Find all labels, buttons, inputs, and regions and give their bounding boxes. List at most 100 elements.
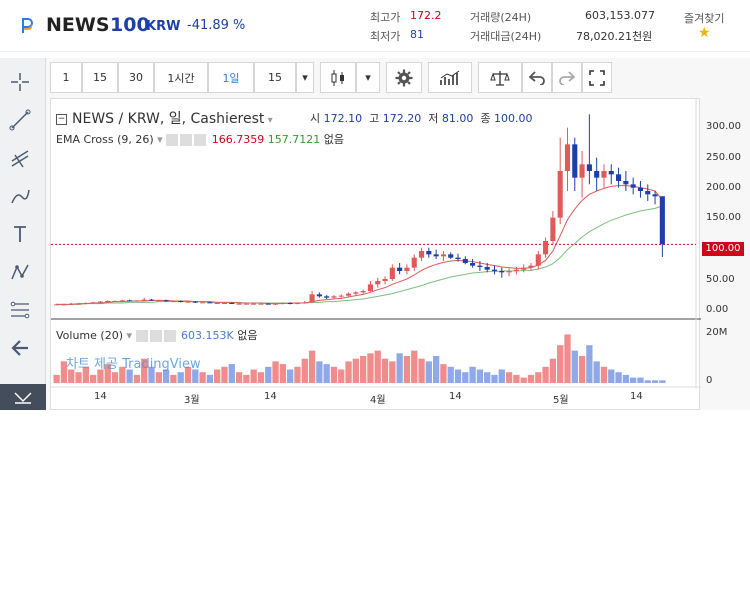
volume-bar [586,345,593,383]
interval-1h-button[interactable]: 1시간 [154,62,208,93]
candle-body [550,217,556,241]
fullscreen-icon[interactable] [582,62,612,93]
eye-icon[interactable] [135,330,148,342]
volume-bar [637,377,644,383]
close-icon[interactable] [163,330,176,342]
volume-bar [491,374,498,383]
chart-type-dropdown-icon[interactable]: ▾ [356,62,380,93]
candle-body [601,171,607,178]
volume-bar [257,372,265,383]
ema-dropdown-icon[interactable]: ▾ [153,133,167,146]
volume-bar [323,364,330,383]
candle-body [156,300,162,302]
volume-bar [476,369,484,383]
candle-body [608,171,614,175]
volume-bar [345,361,352,383]
candle-body [324,296,330,298]
volume-bar [53,374,60,383]
volume-bar [170,374,177,383]
candle-body [200,302,206,304]
candle-body [557,171,563,218]
compare-scale-icon[interactable] [478,62,522,93]
price-chart[interactable] [51,99,701,411]
date-tick: 4월 [370,395,386,406]
volume-bar [571,350,578,383]
candle-body [141,299,147,301]
volume-bar [360,356,367,383]
favorite-label[interactable]: 즐겨찾기 [684,12,725,25]
date-tick: 14 [630,391,643,402]
volume-bar [111,372,119,383]
candlestick-icon[interactable] [320,62,356,93]
pitchfork-icon[interactable] [6,144,34,172]
star-icon[interactable]: ★ [698,25,711,41]
price-tick: 200.00 [706,182,741,193]
interval-1m-button[interactable]: 1 [50,62,82,93]
trend-line-icon[interactable] [6,106,34,134]
candle-body [75,303,82,305]
gear-icon[interactable] [386,62,422,93]
volume-bar [557,345,564,383]
close-label: 종 [480,112,491,125]
brush-icon[interactable] [6,182,34,210]
measure-icon[interactable] [0,384,46,410]
indicators-icon[interactable] [428,62,472,93]
candle-body [338,295,344,297]
amount-label: 거래대금(24H) [470,30,542,43]
redo-icon[interactable] [552,62,582,93]
pattern-icon[interactable] [6,258,34,286]
date-tick: 14 [449,391,462,402]
interval-30m-button[interactable]: 30 [118,62,154,93]
volume-bar [199,372,206,383]
volume-bar [615,372,622,383]
volume-bar [316,361,323,383]
candle-body [616,174,622,181]
collapse-icon[interactable]: − [56,113,67,125]
market-header: NEWS 100 KRW -41.89 % 최고가 172.2 최저가 81 거… [0,0,750,52]
candle-body [229,303,235,304]
symbol-title[interactable]: − NEWS / KRW, 일, Cashierest ▾ [56,108,273,128]
candle-body [302,302,308,304]
date-tick: 3월 [184,395,200,406]
candle-body [54,304,60,306]
volume-tick: 20M [706,327,728,338]
volume-bar [425,361,432,383]
candle-body [148,299,155,301]
plot-area[interactable] [50,98,701,411]
interval-1d-button[interactable]: 1일 [208,62,254,93]
close-icon[interactable] [194,134,207,146]
price-tick: 150.00 [706,212,741,223]
candle-body [389,267,395,279]
candle-body [564,144,571,171]
interval-15m-button[interactable]: 15 [82,62,118,93]
candle-body [630,184,636,188]
settings-icon[interactable] [180,134,193,146]
candle-body [455,257,461,259]
volume-legend[interactable]: Volume (20) ▾ 603.153K 없음 [56,327,257,343]
high-label: 최고가 [370,11,401,24]
settings-icon[interactable] [149,330,162,342]
candle-body [506,271,512,273]
candle-body [214,303,220,304]
eye-icon[interactable] [166,134,179,146]
candle-body [637,187,644,191]
volume-bar [505,372,513,383]
arrow-left-icon[interactable] [6,334,34,362]
ema-legend[interactable]: EMA Cross (9, 26) ▾ 166.7359 157.7121 없음 [56,131,344,147]
text-tool-icon[interactable] [6,220,34,248]
candle-body [470,263,476,266]
crosshair-icon[interactable] [6,68,34,96]
symbol-dropdown-icon[interactable]: ▾ [264,115,273,126]
interval-dropdown-icon[interactable]: ▾ [296,62,314,93]
volume-bar [301,358,308,383]
volume-dropdown-icon[interactable]: ▾ [123,329,136,342]
candle-body [119,300,125,302]
volume-bar [578,356,586,383]
amount-value: 78,020.21천원 [576,30,653,43]
interval-custom-button[interactable]: 15 [254,62,296,93]
undo-icon[interactable] [522,62,552,93]
candle-body [535,254,541,266]
volume-bar [126,369,133,383]
current-price: 100 [110,14,150,36]
fib-retracement-icon[interactable] [6,296,34,324]
